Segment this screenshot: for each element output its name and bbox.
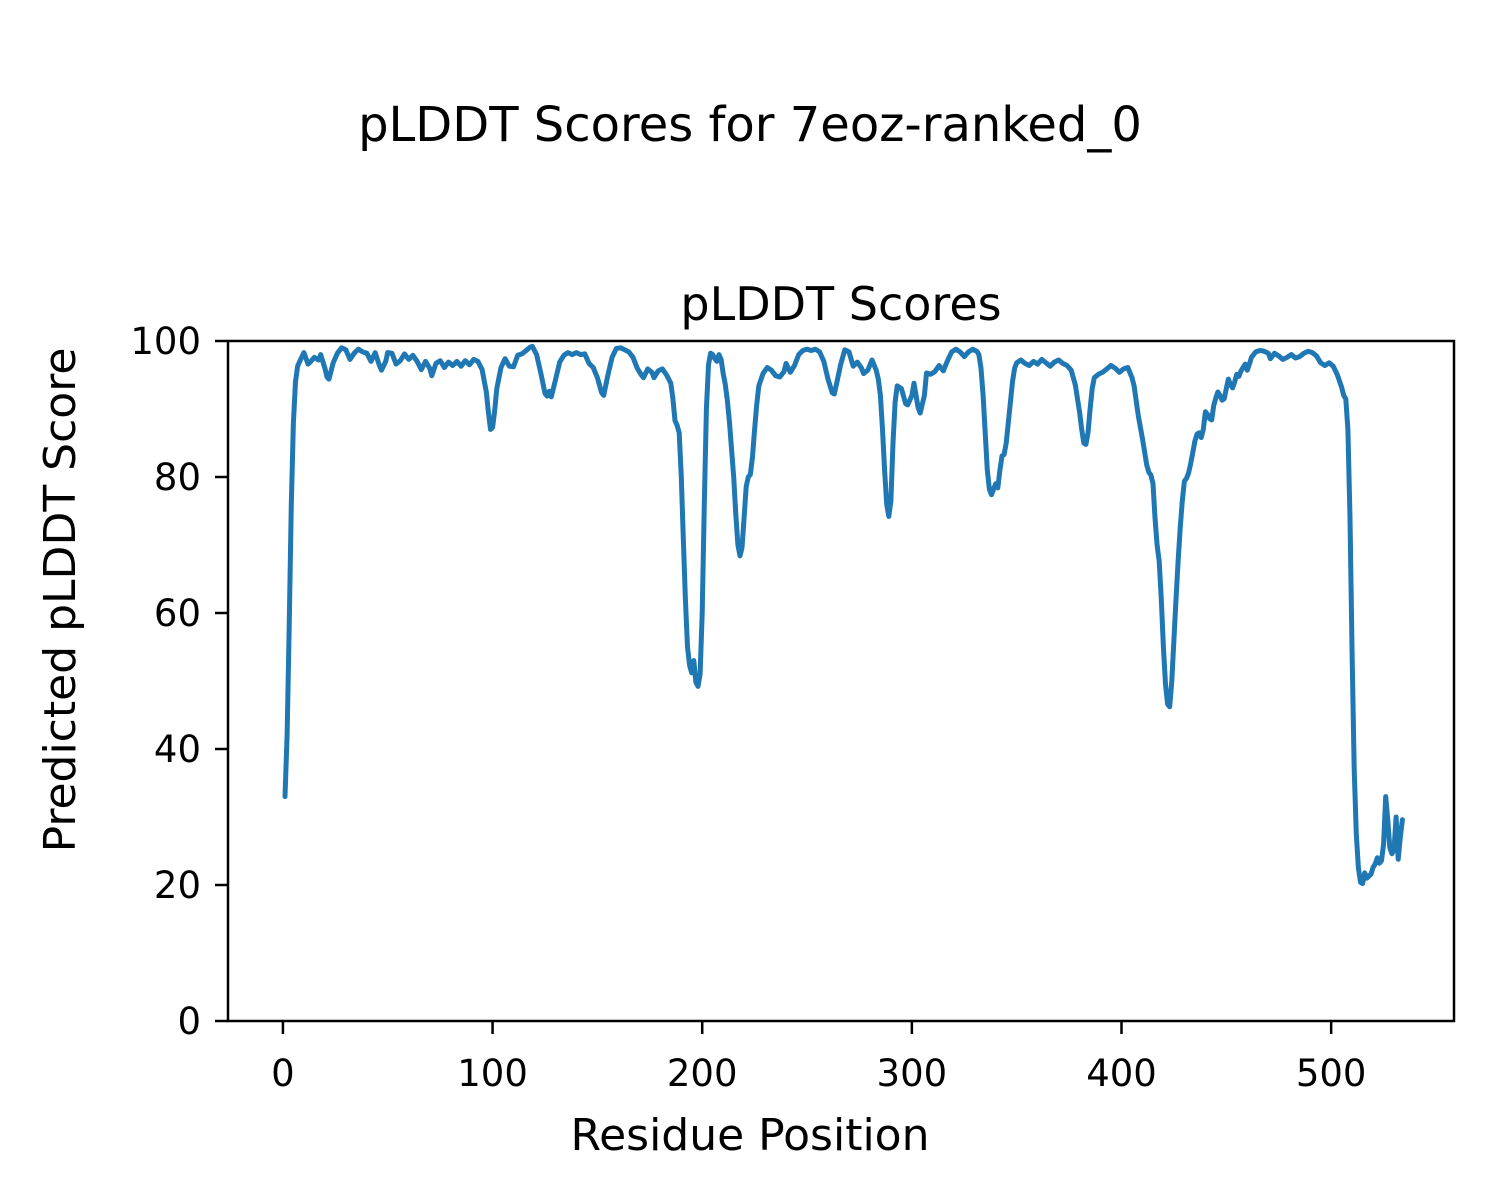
y-tick-label: 80	[154, 456, 201, 499]
y-axis-ticks: 0 20 40 60 80 100	[130, 320, 228, 1043]
series-layer	[282, 343, 1405, 887]
axes-title: pLDDT Scores	[680, 277, 1001, 331]
x-axis-label: Residue Position	[570, 1110, 929, 1161]
plddt-line	[282, 343, 1405, 887]
y-axis-label: Predicted pLDDT Score	[35, 348, 86, 853]
y-tick-label: 40	[154, 728, 201, 771]
x-tick-label: 200	[667, 1052, 738, 1095]
y-tick-label: 60	[154, 592, 201, 635]
x-tick-label: 500	[1296, 1052, 1367, 1095]
x-tick-label: 100	[457, 1052, 528, 1095]
x-tick-label: 300	[877, 1052, 948, 1095]
plot-area-border	[226, 339, 1456, 1023]
figure-suptitle: pLDDT Scores for 7eoz-ranked_0	[358, 97, 1142, 153]
x-tick-label: 0	[271, 1052, 295, 1095]
y-tick-label: 100	[130, 320, 201, 363]
x-axis-ticks: 0 100 200 300 400 500	[271, 1021, 1366, 1095]
y-tick-label: 0	[177, 1000, 201, 1043]
x-tick-label: 400	[1086, 1052, 1157, 1095]
y-tick-label: 20	[154, 864, 201, 907]
